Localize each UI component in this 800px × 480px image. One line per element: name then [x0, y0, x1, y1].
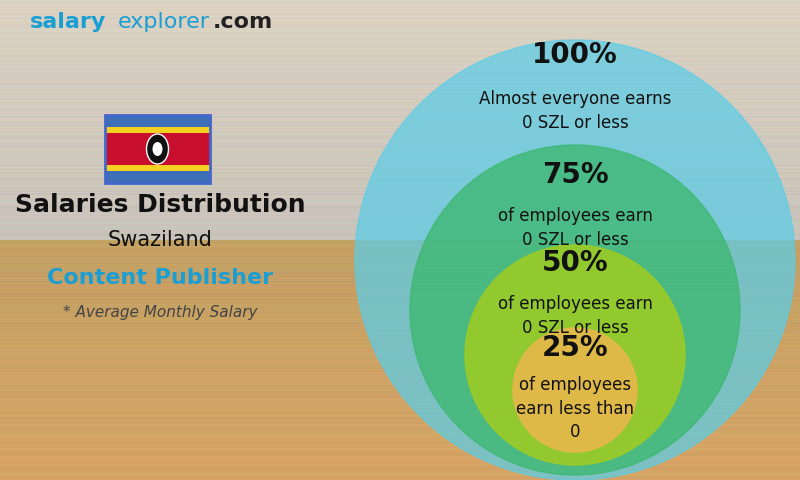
- Circle shape: [410, 145, 740, 475]
- Circle shape: [355, 40, 795, 480]
- Ellipse shape: [146, 134, 169, 164]
- Bar: [105, 170, 210, 183]
- Circle shape: [513, 328, 637, 452]
- Text: of employees
earn less than
0: of employees earn less than 0: [516, 376, 634, 441]
- Text: 75%: 75%: [542, 161, 608, 189]
- Text: Swaziland: Swaziland: [107, 230, 213, 250]
- Ellipse shape: [153, 142, 162, 156]
- Circle shape: [465, 245, 685, 465]
- Text: explorer: explorer: [118, 12, 210, 32]
- Text: salary: salary: [30, 12, 106, 32]
- Text: of employees earn
0 SZL or less: of employees earn 0 SZL or less: [498, 207, 653, 249]
- Bar: [105, 115, 210, 183]
- Text: Almost everyone earns
0 SZL or less: Almost everyone earns 0 SZL or less: [479, 90, 671, 132]
- Text: Salaries Distribution: Salaries Distribution: [14, 193, 306, 217]
- Bar: [105, 128, 210, 133]
- Bar: [105, 165, 210, 170]
- Text: 25%: 25%: [542, 334, 608, 362]
- Text: 100%: 100%: [532, 41, 618, 69]
- Bar: [105, 115, 210, 128]
- Text: 50%: 50%: [542, 249, 608, 277]
- Text: * Average Monthly Salary: * Average Monthly Salary: [62, 304, 258, 320]
- Bar: [105, 133, 210, 165]
- Text: Content Publisher: Content Publisher: [47, 268, 273, 288]
- Text: of employees earn
0 SZL or less: of employees earn 0 SZL or less: [498, 295, 653, 336]
- Text: .com: .com: [213, 12, 274, 32]
